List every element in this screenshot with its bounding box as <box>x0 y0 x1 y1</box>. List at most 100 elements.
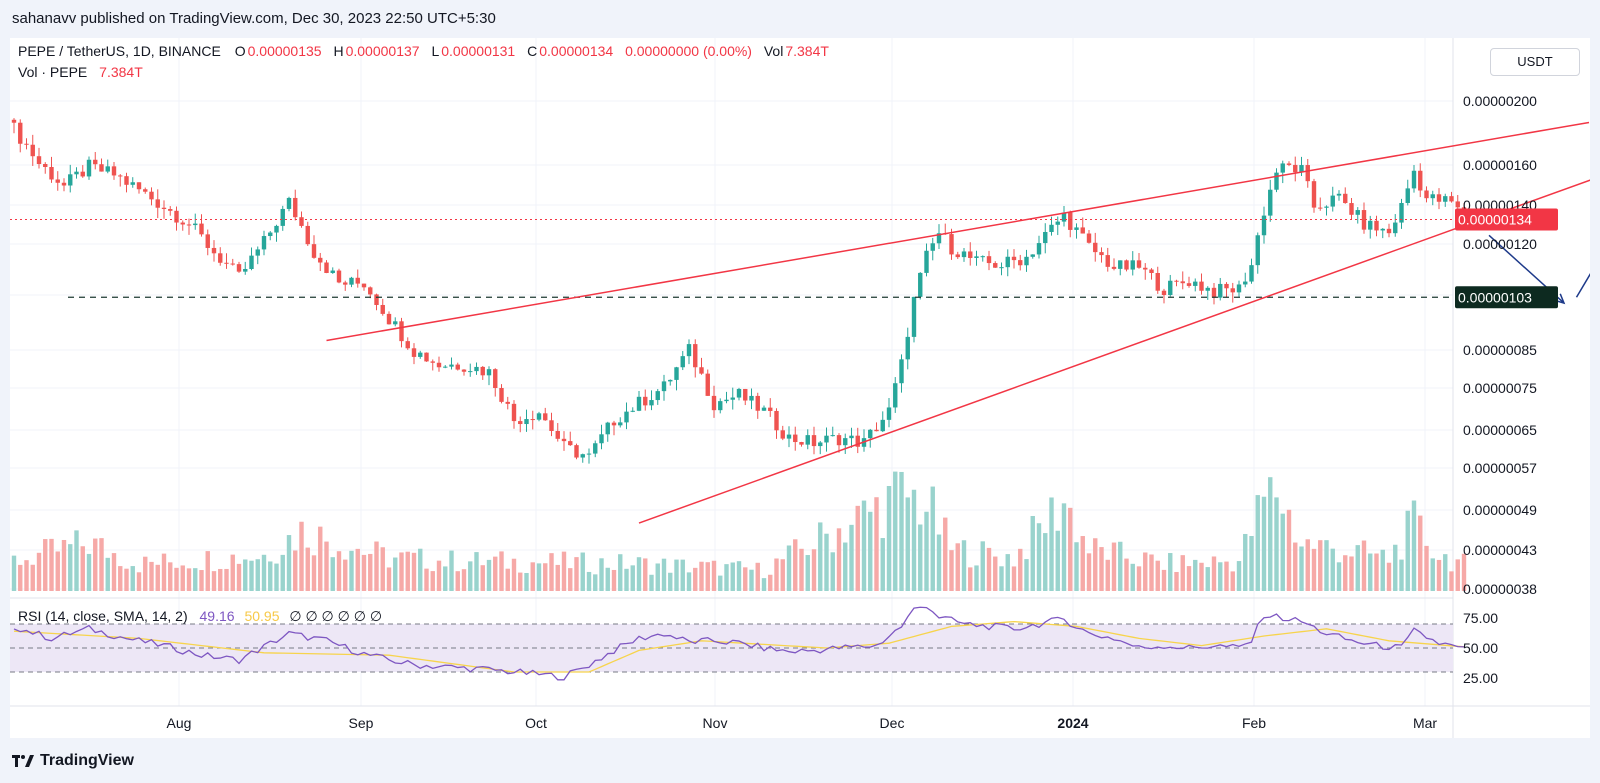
volume-bar <box>1305 539 1310 591</box>
volume-bar <box>530 562 535 591</box>
volume-bar <box>811 549 817 591</box>
rsi-scale-label: 25.00 <box>1463 670 1498 686</box>
volume-bar <box>836 528 842 591</box>
candle-body <box>380 304 385 314</box>
volume-series-value: 7.384T <box>99 64 143 80</box>
volume-bar <box>168 562 173 591</box>
volume-bar <box>768 574 773 591</box>
price-scale-label: 0.00000075 <box>1463 380 1537 396</box>
vol-label: Vol <box>763 43 784 59</box>
candle-body <box>1261 215 1267 236</box>
volume-bar <box>724 564 729 591</box>
candle-body <box>243 268 248 272</box>
candle-body <box>543 413 548 421</box>
candle-body <box>1255 235 1260 266</box>
volume-bar <box>780 559 785 591</box>
chart-area[interactable]: 0.00000200 0.00000160 0.00000140 0.00000120… <box>10 38 1590 738</box>
volume-bar <box>305 547 310 591</box>
volume-bar <box>418 548 423 591</box>
volume-bar <box>361 554 367 591</box>
candle-body <box>755 395 760 411</box>
volume-bar <box>1224 561 1229 591</box>
candle-body <box>149 191 154 200</box>
price-scale-label: 0.00000085 <box>1463 342 1537 358</box>
volume-bar <box>555 564 560 591</box>
candle-body <box>1280 163 1285 173</box>
candle-body <box>1024 256 1029 266</box>
volume-bar <box>793 539 798 591</box>
volume-bar <box>1093 538 1098 591</box>
volume-bar <box>380 547 385 591</box>
volume-bar <box>1011 566 1017 591</box>
candle-body <box>1143 267 1148 270</box>
candle-body <box>1355 210 1360 215</box>
candle-body <box>418 352 423 357</box>
price-chart[interactable]: 0.000002000.000001600.000001400.00000120… <box>10 38 1590 738</box>
candle-body <box>1124 260 1129 270</box>
tradingview-logo[interactable]: TradingView <box>12 752 134 770</box>
volume-bar <box>1180 555 1185 591</box>
rsi-sma-value: 50.95 <box>244 608 280 624</box>
volume-bar <box>336 551 342 591</box>
candle-body <box>1218 283 1223 298</box>
candle-body <box>824 435 829 443</box>
currency-button[interactable]: USDT <box>1490 48 1580 76</box>
volume-bar <box>949 550 954 591</box>
candle-body <box>30 144 35 157</box>
candle-body <box>655 391 660 401</box>
candle-body <box>386 313 392 325</box>
candle-body <box>218 253 223 263</box>
rsi-label[interactable]: RSI (14, close, SMA, 14, 2) <box>18 608 188 624</box>
volume-bar <box>980 541 985 591</box>
volume-bar <box>68 544 73 591</box>
candle-body <box>1349 203 1354 215</box>
candle-body <box>1305 165 1310 182</box>
volume-bar <box>243 559 248 591</box>
candle-body <box>524 419 529 425</box>
candle-body <box>99 164 104 172</box>
volume-bar <box>1068 507 1073 591</box>
change-value: 0.00000000 (0.00%) <box>625 43 752 59</box>
volume-bar <box>886 486 892 591</box>
symbol-label[interactable]: PEPE / TetherUS, 1D, BINANCE <box>18 43 221 59</box>
arrow-up[interactable] <box>1575 129 1591 298</box>
candle-body <box>999 267 1004 269</box>
volume-bar <box>261 554 267 591</box>
candle-body <box>1405 188 1410 203</box>
volume-bar <box>386 567 392 591</box>
volume-bar <box>580 552 585 591</box>
candle-body <box>636 396 642 411</box>
candle-body <box>1080 227 1085 234</box>
open-label: O <box>234 43 246 59</box>
low-label: L <box>431 43 440 59</box>
candle-body <box>968 251 973 258</box>
candle-body <box>986 256 992 264</box>
candle-body <box>455 364 460 370</box>
candle-body <box>43 164 48 167</box>
upper-trendline[interactable] <box>326 121 1590 342</box>
candle-body <box>1205 287 1210 291</box>
candle-body <box>893 383 898 408</box>
volume-bar <box>524 572 529 591</box>
candle-body <box>961 251 967 258</box>
candle-body <box>980 256 985 258</box>
volume-bar <box>699 561 704 591</box>
volume-bar <box>1324 540 1329 591</box>
candle-body <box>1005 256 1010 268</box>
volume-bar <box>143 556 148 591</box>
volume-bar <box>1318 540 1323 591</box>
candle-body <box>549 420 554 431</box>
volume-bar <box>280 554 285 591</box>
volume-bar <box>968 567 973 591</box>
candle-body <box>880 419 885 432</box>
candle-body <box>155 199 160 208</box>
lower-trendline[interactable] <box>638 167 1590 524</box>
volume-bar <box>161 553 167 591</box>
volume-bar <box>961 540 967 591</box>
volume-bar <box>1368 553 1373 591</box>
volume-bar <box>605 567 610 591</box>
candle-body <box>1068 212 1073 230</box>
candle-body <box>1343 193 1348 204</box>
volume-series-label[interactable]: Vol · PEPE <box>18 64 88 80</box>
volume-bar <box>1205 567 1210 591</box>
